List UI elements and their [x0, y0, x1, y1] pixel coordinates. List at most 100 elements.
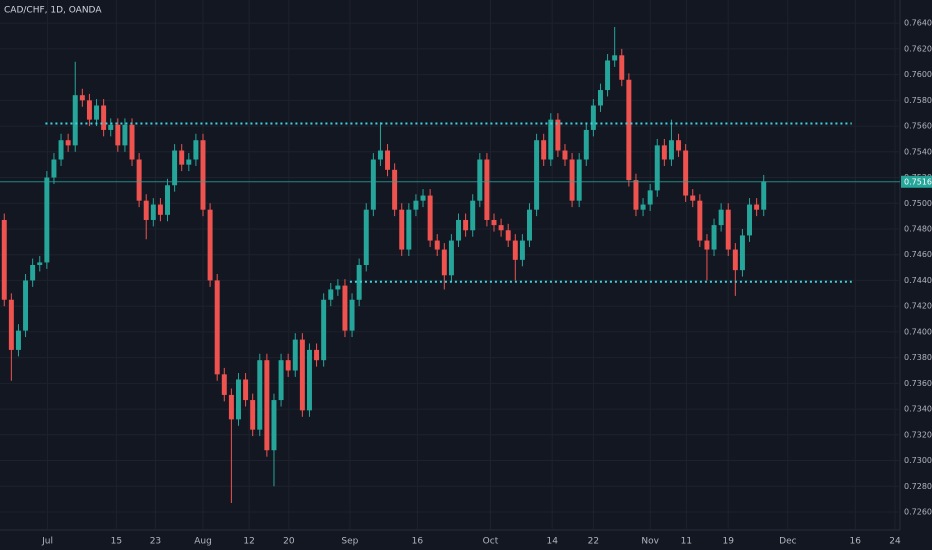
candle-body — [519, 240, 525, 260]
candle-body — [101, 105, 107, 130]
candle-body — [605, 60, 611, 91]
candle-body — [477, 159, 483, 201]
x-tick-label: 14 — [546, 537, 558, 547]
candle-body — [15, 330, 21, 350]
x-tick-label: 11 — [681, 537, 692, 547]
candle-body — [690, 195, 696, 201]
x-tick-label: 16 — [850, 537, 862, 547]
last-price-box — [901, 175, 932, 188]
candle-body — [37, 262, 43, 265]
x-tick-label: Aug — [194, 537, 212, 547]
candle-body — [711, 225, 717, 250]
candle-body — [491, 219, 497, 226]
candle-body — [413, 200, 419, 210]
candle-body — [470, 200, 476, 231]
candle-body — [385, 150, 391, 170]
candle-body — [335, 285, 341, 290]
candle-body — [434, 240, 440, 250]
candle-body — [321, 299, 327, 361]
candle-body — [342, 285, 348, 331]
candle-body — [30, 265, 36, 281]
candle-body — [349, 299, 355, 331]
candle-body — [732, 249, 738, 271]
chart-title: CAD/CHF, 1D, OANDA — [4, 6, 102, 16]
candle-body — [292, 339, 298, 371]
candle-body — [633, 180, 639, 210]
candle-body — [527, 209, 532, 241]
candle-body — [72, 95, 78, 146]
candle-body — [306, 349, 312, 411]
candle-body — [562, 150, 568, 160]
candle-body — [243, 379, 249, 401]
candle-body — [392, 169, 398, 210]
candle-body — [250, 400, 256, 430]
candle-body — [65, 140, 71, 146]
candle-body — [420, 195, 426, 201]
candle-body — [1, 219, 7, 300]
x-tick-label: Dec — [779, 537, 796, 547]
candle-body — [172, 150, 178, 186]
candle-body — [58, 140, 64, 160]
last-price-label: 0.75167 — [904, 177, 932, 186]
candle-body — [257, 360, 263, 430]
candle-body — [136, 159, 142, 201]
candle-body — [193, 140, 199, 160]
candle-body — [108, 124, 114, 130]
candle-body — [676, 140, 682, 151]
candle-body — [129, 124, 135, 160]
x-tick-label: 22 — [588, 537, 599, 547]
candle-body — [456, 219, 462, 241]
candle-body — [363, 209, 369, 265]
candle-body — [498, 225, 504, 231]
candle-body — [200, 140, 206, 210]
candle-body — [399, 209, 405, 250]
candle-body — [555, 119, 561, 151]
x-tick-label: Oct — [483, 537, 499, 547]
candle-body — [541, 140, 547, 160]
candle-body — [597, 90, 603, 106]
candle-body — [647, 190, 653, 205]
candle-body — [44, 177, 50, 263]
x-tick-label: 24 — [889, 537, 901, 547]
candle-body — [264, 360, 270, 451]
candle-body — [271, 400, 277, 451]
candle-body — [8, 299, 14, 350]
candle-body — [186, 159, 192, 165]
candle-body — [356, 265, 362, 300]
candle-body — [612, 55, 618, 61]
candle-body — [668, 140, 674, 160]
x-tick-label: 20 — [283, 537, 295, 547]
candle-body — [697, 200, 703, 241]
candle-body — [548, 119, 554, 160]
candle-body — [214, 280, 220, 375]
candle-body — [747, 204, 753, 236]
candles — [0, 27, 900, 503]
candle-body — [512, 240, 518, 260]
candle-body — [441, 249, 447, 276]
candle-body — [51, 159, 57, 178]
candle-body — [427, 195, 433, 241]
candle-body — [718, 209, 724, 226]
x-tick-label: Jul — [41, 537, 53, 547]
candle-body — [640, 204, 646, 210]
candle-body — [94, 105, 100, 120]
candle-body — [23, 280, 29, 331]
candle-body — [590, 105, 596, 130]
candle-body — [299, 339, 305, 411]
candle-body — [448, 240, 454, 276]
candle-body — [534, 140, 540, 210]
y-tick-label: 0.76400 — [904, 19, 932, 28]
candle-body — [179, 150, 185, 165]
